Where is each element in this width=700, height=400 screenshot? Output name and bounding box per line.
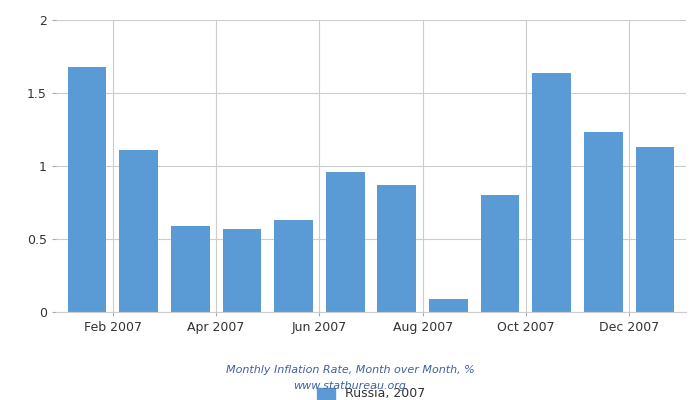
Bar [636,147,674,312]
Legend: Russia, 2007: Russia, 2007 [312,382,430,400]
Bar [171,226,209,312]
Bar [68,67,106,312]
Bar [533,72,571,312]
Bar [274,220,313,312]
Bar [326,172,365,312]
Bar [377,185,416,312]
Text: Monthly Inflation Rate, Month over Month, %: Monthly Inflation Rate, Month over Month… [225,365,475,375]
Bar [223,229,261,312]
Bar [429,299,468,312]
Text: www.statbureau.org: www.statbureau.org [293,381,407,391]
Bar [481,195,519,312]
Bar [584,132,623,312]
Bar [119,150,158,312]
